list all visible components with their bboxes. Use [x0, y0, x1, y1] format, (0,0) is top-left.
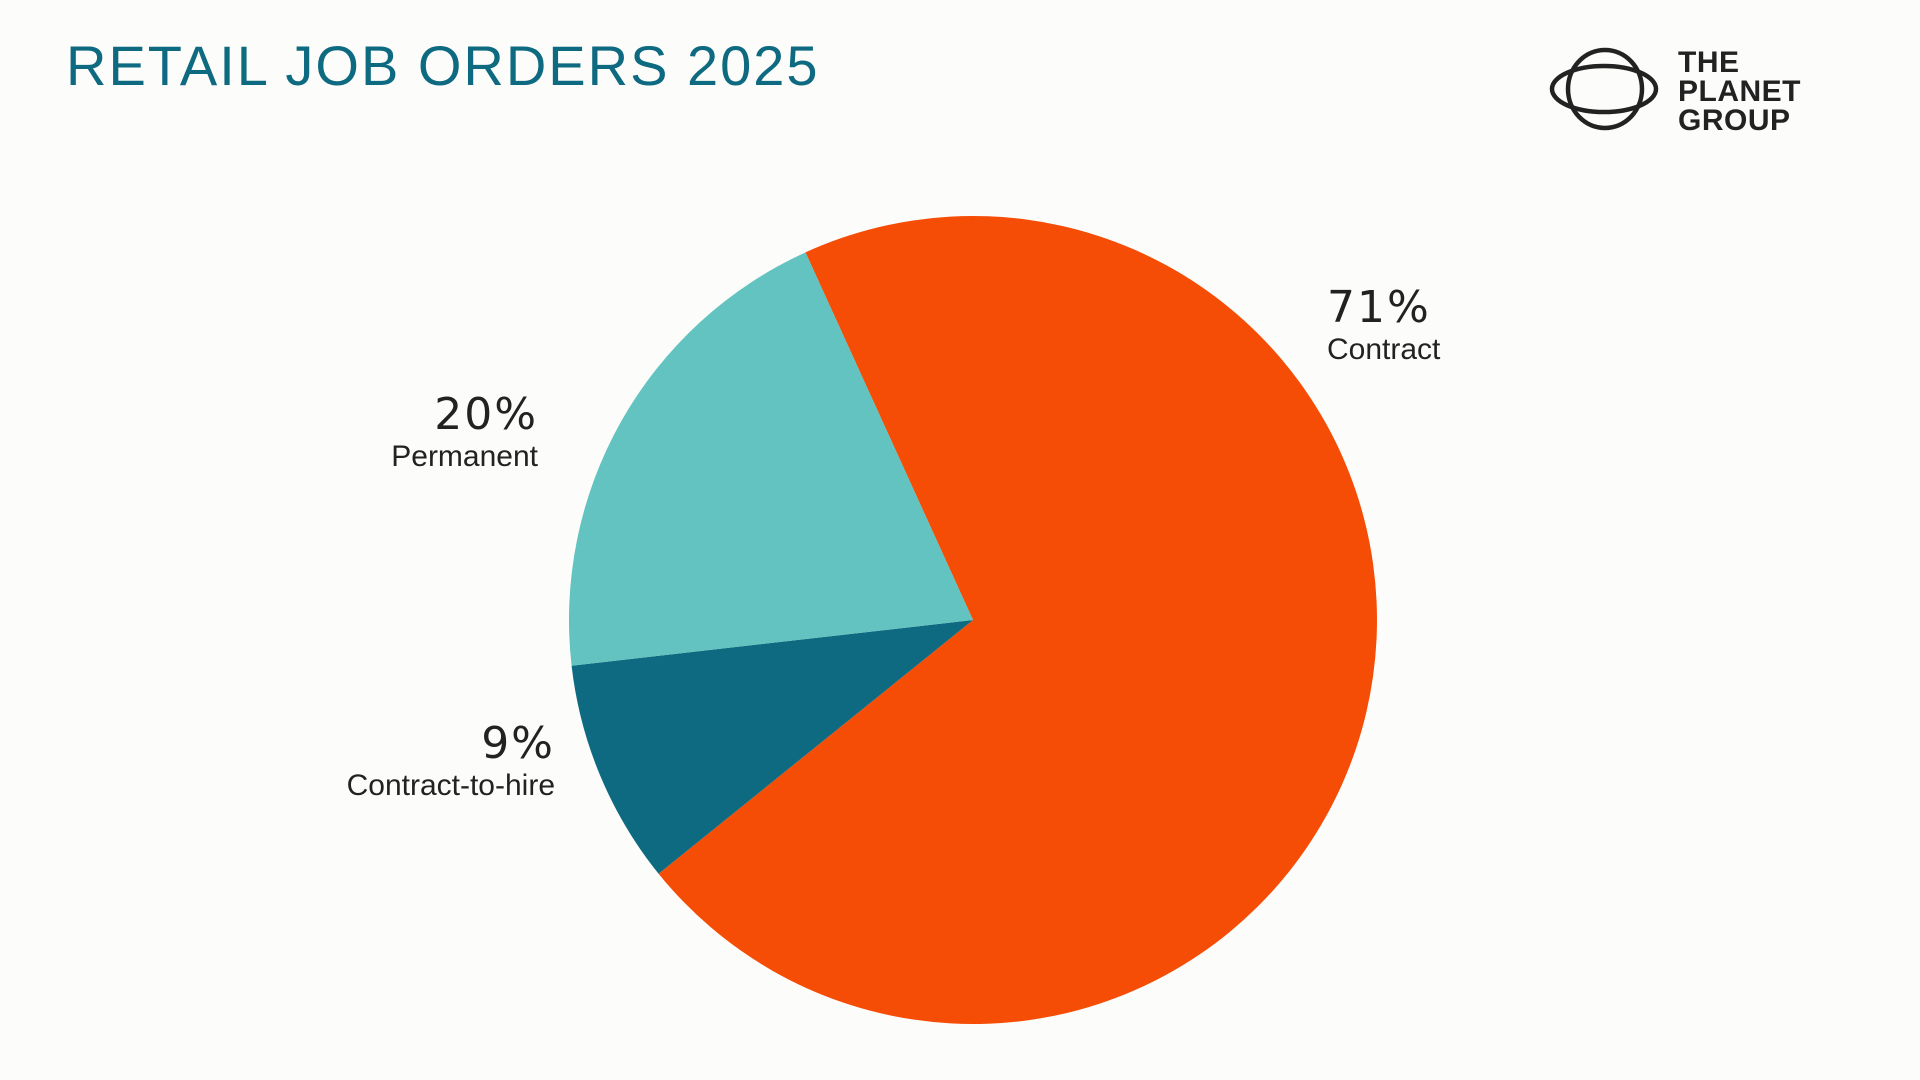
logo-line-2: PLANET — [1678, 75, 1801, 108]
pie-slice-permanent — [569, 252, 973, 666]
page-title: RETAIL JOB ORDERS 2025 — [66, 34, 820, 97]
company-logo: THE PLANET GROUP — [1548, 46, 1848, 136]
slice-percent-contract-to-hire: 9% — [481, 718, 555, 769]
slice-label-contract: 71% Contract — [1327, 284, 1440, 368]
pie-slice-contract-to-hire — [571, 620, 973, 874]
slice-name-contract: Contract — [1327, 333, 1441, 366]
logo-wordmark: THE PLANET GROUP — [1678, 46, 1801, 137]
slice-percent-permanent: 20% — [434, 389, 538, 440]
slice-percent-contract: 71% — [1327, 282, 1431, 333]
pie-slice-contract — [658, 215, 1377, 1024]
logo-line-1: THE — [1678, 46, 1740, 79]
slice-label-contract-to-hire: 9% Contract-to-hire — [347, 720, 555, 804]
slice-label-permanent: 20% Permanent — [391, 391, 538, 475]
slice-name-contract-to-hire: Contract-to-hire — [346, 769, 555, 802]
slice-name-permanent: Permanent — [391, 440, 538, 473]
planet-ring-icon — [1549, 47, 1659, 131]
logo-line-3: GROUP — [1678, 104, 1791, 137]
